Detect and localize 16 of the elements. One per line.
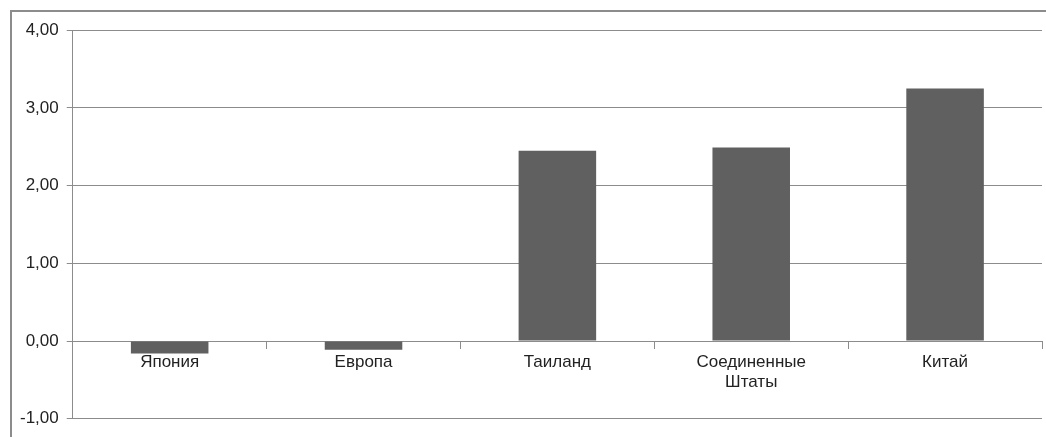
y-tick-label: -1,00 bbox=[20, 408, 59, 428]
x-tick-label: Европа bbox=[334, 351, 394, 371]
y-tick-label: 4,00 bbox=[25, 19, 59, 39]
bar bbox=[712, 147, 790, 341]
x-tick-label: Япония bbox=[140, 351, 200, 371]
bar bbox=[518, 150, 597, 341]
y-tick-label: 1,00 bbox=[25, 253, 59, 273]
y-tick-label: 3,00 bbox=[25, 97, 59, 117]
bar bbox=[906, 88, 984, 341]
y-tick-label: 0,00 bbox=[25, 330, 59, 350]
bar bbox=[324, 341, 403, 350]
y-tick-label: 2,00 bbox=[25, 175, 59, 195]
bar bbox=[130, 341, 209, 354]
x-tick-label: Китай bbox=[922, 351, 969, 371]
x-tick-label: Соединенные Штаты bbox=[696, 351, 806, 392]
x-tick-label: Таиланд bbox=[523, 351, 592, 371]
